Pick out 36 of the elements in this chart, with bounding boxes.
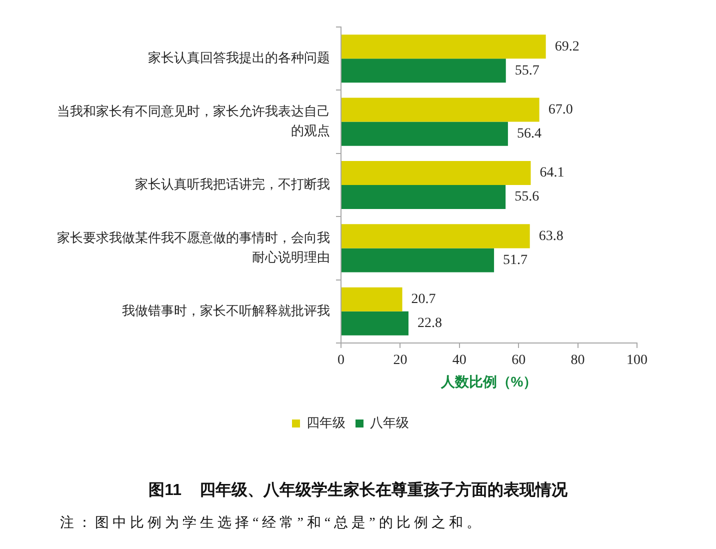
bar: [342, 224, 530, 248]
x-tick-label: 80: [570, 353, 585, 368]
y-tick-label: 家长认真回答我提出的各种问题: [148, 50, 330, 66]
x-tick-label: 20: [393, 353, 408, 368]
data-label: 55.7: [514, 63, 540, 78]
y-tick-label: 我做错事时，家长不听解释就批评我: [122, 302, 330, 318]
text: 图11 四年级、八年级学生家长在尊重孩子方面的表现情况: [148, 480, 568, 501]
data-label: 64.1: [540, 166, 564, 181]
bar: [342, 248, 494, 272]
data-label: 51.7: [503, 252, 528, 268]
data-label: 69.2: [554, 39, 580, 54]
bar: [342, 311, 408, 336]
x-axis-title: 人数比例（%）: [440, 373, 538, 390]
bar: [342, 122, 508, 146]
bar: [342, 185, 506, 210]
x-tick-label: 40: [452, 353, 466, 368]
data-label: 55.6: [514, 190, 540, 205]
bar: [342, 98, 540, 122]
data-label: 67.0: [548, 102, 573, 118]
bar: [342, 160, 531, 185]
y-tick-label: 家长要求我做某件我不愿意做的事情时，会向我耐心说明理由: [57, 230, 330, 265]
x-tick-label: 0: [338, 353, 344, 368]
legend-label: 四年级: [306, 415, 346, 430]
bar: [342, 58, 506, 83]
legend-label: 八年级: [370, 415, 409, 430]
data-label: 22.8: [417, 316, 442, 332]
bar: [342, 34, 546, 59]
x-tick-label: 60: [512, 353, 526, 368]
y-tick-label: 家长认真听我把话讲完，不打断我: [135, 176, 330, 192]
data-label: 56.4: [516, 126, 542, 142]
text: 注：图中比例为学生选择“经常”和“总是”的比例之和。: [60, 514, 485, 532]
x-tick-label: 100: [626, 353, 648, 368]
y-tick-label: 当我和家长有不同意见时，家长允许我表达自己的观点: [57, 104, 330, 138]
data-label: 20.7: [411, 292, 436, 308]
data-label: 63.8: [538, 228, 564, 244]
bar: [342, 287, 402, 312]
